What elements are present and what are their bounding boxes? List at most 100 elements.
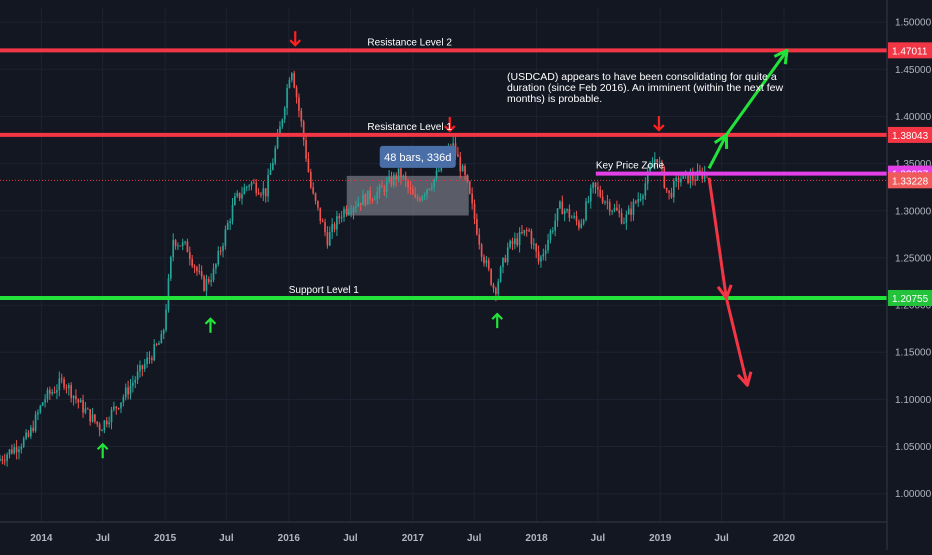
candle-body xyxy=(295,87,298,98)
candle-body xyxy=(262,188,265,195)
down-arrow-icon xyxy=(653,116,665,132)
candle-body xyxy=(414,194,417,198)
y-tick-label: 1.35000 xyxy=(895,159,932,170)
candle-body xyxy=(153,344,156,361)
candle-body xyxy=(200,271,203,277)
candle-body xyxy=(340,217,343,219)
candle-body xyxy=(160,334,163,344)
candle-body xyxy=(613,207,616,211)
y-tick-label: 1.40000 xyxy=(895,112,932,123)
candle-body xyxy=(653,159,656,165)
candle-body xyxy=(542,253,545,257)
candle-body xyxy=(257,192,260,195)
candle-body xyxy=(167,278,170,310)
candle-body xyxy=(364,194,367,205)
candle-body xyxy=(499,267,502,282)
candle-body xyxy=(177,245,179,247)
candle-body xyxy=(196,267,198,272)
candle-body xyxy=(25,432,27,439)
candle-body xyxy=(34,414,37,431)
candle-body xyxy=(435,170,438,179)
candle-body xyxy=(502,257,504,268)
candle-body xyxy=(245,186,248,188)
candle-body xyxy=(212,268,215,281)
candle-body xyxy=(286,87,288,109)
candle-body xyxy=(649,166,651,172)
candle-body xyxy=(407,181,409,188)
candle-body xyxy=(561,201,564,215)
candle-body xyxy=(637,198,640,203)
candle-body xyxy=(179,245,182,247)
candle-body xyxy=(219,250,222,252)
candle-body xyxy=(461,165,464,172)
candle-body xyxy=(509,240,511,248)
price-tag-label: 1.33228 xyxy=(892,176,929,187)
candle-body xyxy=(307,158,310,172)
x-tick-label: 2014 xyxy=(30,533,53,544)
candle-body xyxy=(89,409,91,422)
candle-body xyxy=(582,220,585,224)
candle-body xyxy=(222,245,224,252)
candle-body xyxy=(556,208,559,221)
x-tick-label: Jul xyxy=(467,533,482,544)
y-tick-label: 1.00000 xyxy=(895,489,932,500)
y-tick-label: 1.45000 xyxy=(895,65,932,76)
candle-body xyxy=(84,408,87,413)
candle-body xyxy=(642,195,644,199)
candle-body xyxy=(229,221,231,224)
candle-body xyxy=(238,192,241,199)
x-tick-label: Jul xyxy=(714,533,729,544)
candle-body xyxy=(580,223,583,228)
candle-body xyxy=(630,208,632,215)
candle-body xyxy=(599,189,602,197)
arrow-head xyxy=(491,312,503,320)
candle-body xyxy=(388,176,390,182)
candle-body xyxy=(331,224,333,233)
arrow-head xyxy=(96,442,109,451)
candle-body xyxy=(400,168,402,178)
candle-body xyxy=(651,164,654,167)
candle-body xyxy=(309,171,312,188)
price-tag-label: 1.38043 xyxy=(892,131,929,142)
y-tick-label: 1.05000 xyxy=(895,442,932,453)
projection-arrowhead xyxy=(716,284,733,300)
candle-body xyxy=(632,201,635,215)
projection-arrowhead xyxy=(773,48,789,65)
candle-body xyxy=(402,175,405,178)
candle-body xyxy=(122,397,125,403)
candle-body xyxy=(207,279,210,282)
candle-body xyxy=(105,420,108,425)
candle-body xyxy=(395,174,398,180)
candlestick-series xyxy=(0,70,708,467)
candle-body xyxy=(305,140,307,159)
candle-body xyxy=(37,412,39,415)
candle-body xyxy=(148,357,151,359)
x-tick-label: 2018 xyxy=(525,533,548,544)
candle-body xyxy=(549,230,552,241)
arrow-head xyxy=(443,125,456,133)
price-tag xyxy=(888,172,932,189)
candle-body xyxy=(96,421,99,425)
candle-body xyxy=(113,406,115,410)
candle-body xyxy=(188,252,191,260)
candle-body xyxy=(490,269,492,285)
price-tag xyxy=(888,126,932,143)
candle-body xyxy=(504,257,507,263)
candle-body xyxy=(518,231,521,246)
candle-body xyxy=(181,242,184,247)
candle-body xyxy=(11,449,13,454)
candle-body xyxy=(397,168,400,180)
candle-body xyxy=(248,185,250,187)
candle-body xyxy=(371,199,374,201)
candle-body xyxy=(568,209,571,218)
candle-body xyxy=(226,223,229,230)
candle-body xyxy=(13,447,16,454)
candle-body xyxy=(627,208,630,215)
candle-body xyxy=(357,202,360,207)
candle-body xyxy=(530,230,533,244)
y-tick-label: 1.30000 xyxy=(895,206,932,217)
candle-body xyxy=(186,241,189,253)
candle-body xyxy=(473,203,476,219)
